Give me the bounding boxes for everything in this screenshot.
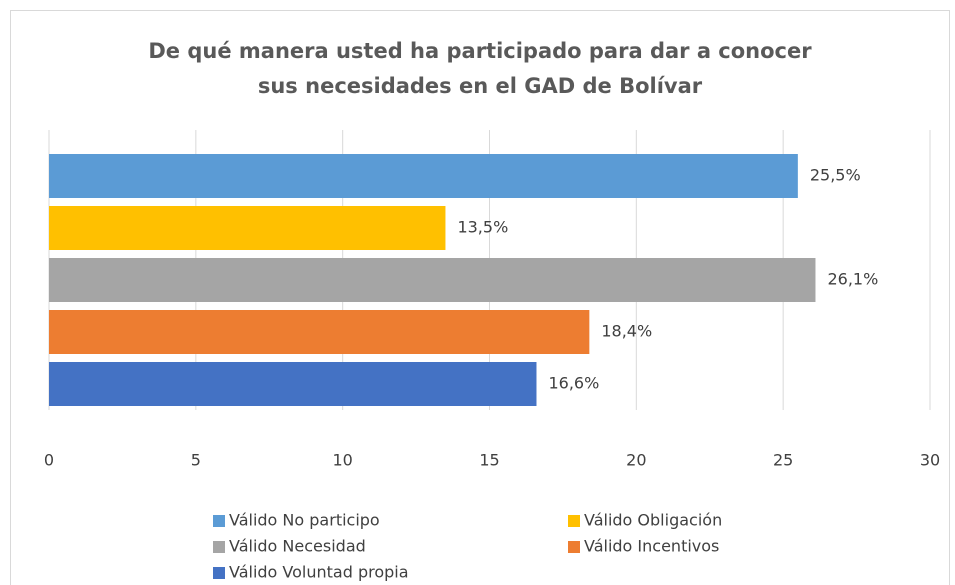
chart-title: De qué manera usted ha participado para … [148, 39, 812, 63]
data-label: 16,6% [548, 374, 599, 393]
x-tick-label: 5 [191, 451, 201, 470]
x-tick-label: 20 [626, 451, 646, 470]
legend-swatch [213, 515, 225, 527]
legend-swatch [213, 541, 225, 553]
x-tick-label: 25 [773, 451, 793, 470]
bar [49, 258, 816, 302]
data-label: 13,5% [457, 218, 508, 237]
legend-label: Válido Obligación [584, 511, 722, 530]
legend-label: Válido Voluntad propia [229, 563, 409, 582]
bar [49, 362, 537, 406]
bar [49, 206, 446, 250]
x-tick-label: 15 [479, 451, 499, 470]
data-label: 18,4% [601, 322, 652, 341]
legend-swatch [213, 567, 225, 579]
bar [49, 154, 798, 198]
data-label: 25,5% [810, 166, 861, 185]
x-tick-label: 30 [920, 451, 940, 470]
legend-label: Válido Necesidad [229, 537, 366, 556]
legend-label: Válido Incentivos [584, 537, 719, 556]
legend-swatch [568, 515, 580, 527]
chart-title: sus necesidades en el GAD de Bolívar [258, 74, 703, 98]
x-tick-label: 0 [44, 451, 54, 470]
legend-swatch [568, 541, 580, 553]
x-tick-label: 10 [332, 451, 352, 470]
bar [49, 310, 590, 354]
data-label: 26,1% [827, 270, 878, 289]
legend-label: Válido No participo [229, 511, 380, 530]
